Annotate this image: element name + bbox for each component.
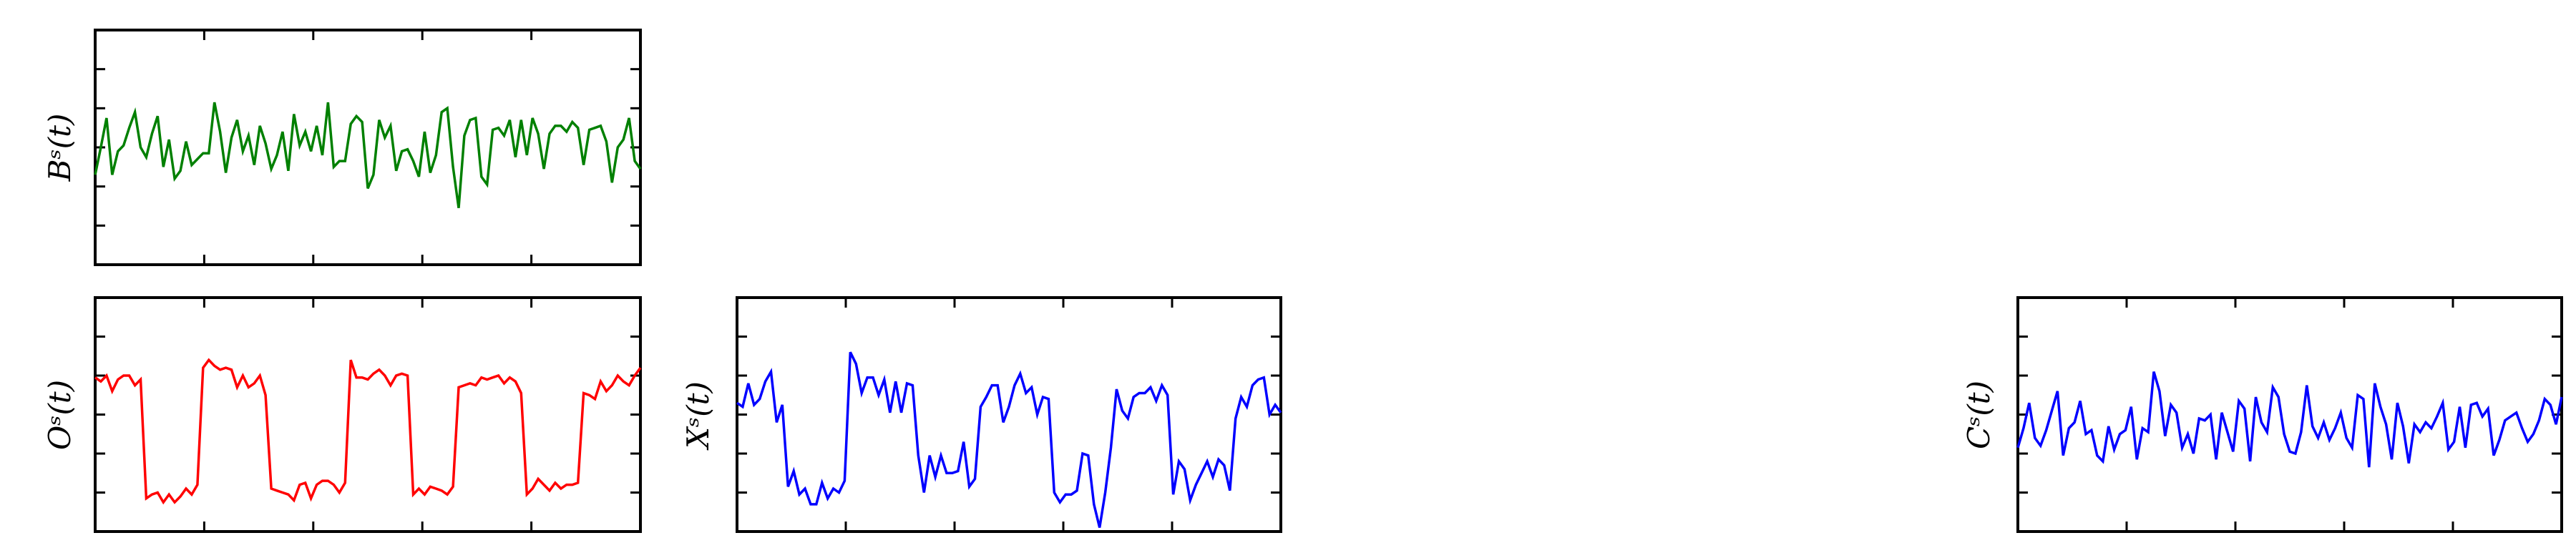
panel-xs: Xˢ(t) [680, 296, 1282, 533]
panel-os: Oˢ(t) [42, 296, 642, 533]
y-axis-label: Xˢ(t) [680, 381, 716, 451]
plot-frame [2016, 296, 2563, 533]
data-series-line [94, 358, 642, 505]
panel-bs: Bˢ(t) [42, 29, 642, 266]
data-series-line [94, 102, 642, 208]
axis-ticks [95, 298, 640, 532]
axis-ticks [95, 30, 640, 265]
y-axis-label: Cˢ(t) [1961, 381, 1996, 449]
data-series-line [2016, 371, 2563, 468]
axis-ticks [737, 298, 1281, 532]
y-axis-label: Bˢ(t) [42, 114, 77, 182]
y-axis-label: Oˢ(t) [42, 380, 77, 450]
plot-frame [94, 296, 642, 533]
plot-frame [94, 29, 642, 266]
axis-ticks [2018, 298, 2562, 532]
data-series-line [736, 351, 1282, 528]
panel-cs: Cˢ(t) [1961, 296, 2563, 533]
